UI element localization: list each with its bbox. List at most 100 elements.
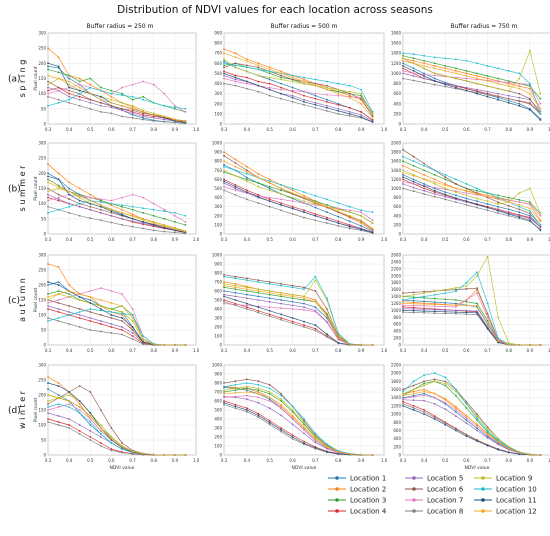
legend-item-location-12[interactable]: Location 12 bbox=[474, 508, 537, 516]
data-point-location-5 bbox=[433, 193, 436, 195]
data-point-location-3 bbox=[268, 392, 271, 395]
data-point-location-12 bbox=[184, 120, 187, 123]
data-point-location-5 bbox=[291, 304, 294, 307]
data-point-location-1 bbox=[268, 297, 271, 300]
legend-item-location-2[interactable]: Location 2 bbox=[328, 486, 386, 494]
y-tick-label: 50 bbox=[41, 328, 47, 333]
legend-item-location-6[interactable]: Location 6 bbox=[405, 486, 464, 494]
data-point-location-6 bbox=[234, 162, 237, 164]
data-point-location-3 bbox=[465, 407, 468, 409]
data-point-location-11 bbox=[486, 206, 489, 209]
data-point-location-3 bbox=[444, 384, 447, 387]
data-point-location-12 bbox=[518, 204, 521, 206]
data-point-location-12 bbox=[529, 344, 531, 346]
data-point-location-10 bbox=[423, 54, 425, 57]
data-point-location-5 bbox=[444, 309, 447, 311]
data-point-location-6 bbox=[68, 198, 70, 201]
data-point-location-12 bbox=[412, 62, 415, 65]
data-point-location-9 bbox=[246, 70, 248, 73]
data-point-location-12 bbox=[280, 403, 282, 406]
data-point-location-2 bbox=[121, 208, 123, 211]
legend-item-location-10[interactable]: Location 10 bbox=[474, 486, 537, 494]
legend-label: Location 5 bbox=[427, 475, 463, 483]
y-tick-label: 100 bbox=[38, 423, 46, 428]
data-point-location-6 bbox=[518, 208, 521, 211]
data-point-location-9 bbox=[518, 77, 521, 80]
data-point-location-7 bbox=[455, 409, 457, 411]
x-tick-label: 0.4 bbox=[244, 458, 251, 463]
data-point-location-10 bbox=[423, 295, 425, 298]
data-point-location-1 bbox=[303, 302, 305, 305]
data-point-location-2 bbox=[223, 281, 225, 283]
data-point-location-8 bbox=[131, 225, 134, 228]
data-point-location-1 bbox=[89, 299, 92, 301]
data-point-location-10 bbox=[68, 406, 70, 408]
series-line-location-8 bbox=[402, 188, 541, 230]
data-point-location-1 bbox=[455, 302, 457, 305]
data-point-location-11 bbox=[110, 210, 113, 213]
data-point-location-6 bbox=[444, 380, 447, 383]
data-point-location-12 bbox=[152, 343, 155, 346]
data-point-location-11 bbox=[337, 222, 340, 225]
data-point-location-7 bbox=[184, 111, 187, 113]
data-point-location-11 bbox=[337, 110, 340, 112]
data-point-location-11 bbox=[433, 80, 436, 82]
data-point-location-12 bbox=[246, 171, 248, 174]
data-point-location-5 bbox=[402, 183, 404, 185]
data-point-location-10 bbox=[402, 390, 404, 393]
data-point-location-11 bbox=[268, 421, 271, 424]
data-point-location-9 bbox=[507, 342, 510, 344]
data-point-location-8 bbox=[291, 100, 294, 103]
data-point-location-12 bbox=[291, 414, 294, 417]
legend-item-location-7[interactable]: Location 7 bbox=[405, 497, 463, 505]
legend-item-location-4[interactable]: Location 4 bbox=[328, 508, 387, 516]
legend-item-location-8[interactable]: Location 8 bbox=[405, 508, 463, 516]
data-point-location-4 bbox=[142, 114, 145, 116]
data-point-location-6 bbox=[142, 112, 145, 115]
data-point-location-3 bbox=[257, 291, 260, 294]
data-point-location-4 bbox=[78, 430, 81, 432]
x-tick-label: 0.6 bbox=[108, 237, 115, 242]
data-point-location-1 bbox=[423, 183, 425, 185]
data-point-location-7 bbox=[412, 304, 415, 307]
legend-item-location-1[interactable]: Location 1 bbox=[328, 475, 386, 483]
data-point-location-11 bbox=[371, 231, 374, 234]
data-point-location-6 bbox=[486, 312, 489, 315]
data-point-location-11 bbox=[280, 428, 282, 431]
data-point-location-10 bbox=[303, 76, 305, 79]
series-line-location-8 bbox=[47, 206, 186, 234]
data-point-location-11 bbox=[280, 313, 282, 316]
legend-item-location-3[interactable]: Location 3 bbox=[328, 497, 386, 505]
y-tick-label: 1000 bbox=[391, 412, 402, 417]
data-point-location-11 bbox=[455, 429, 457, 432]
data-point-location-11 bbox=[529, 219, 531, 222]
data-point-location-5 bbox=[412, 75, 415, 77]
data-point-location-3 bbox=[303, 299, 305, 301]
legend-item-location-11[interactable]: Location 11 bbox=[474, 497, 537, 505]
data-point-location-5 bbox=[89, 317, 92, 319]
x-tick-label: 0.8 bbox=[151, 458, 158, 463]
data-point-location-8 bbox=[223, 189, 225, 192]
y-tick-label: 0 bbox=[398, 453, 401, 458]
legend-item-location-9[interactable]: Location 9 bbox=[474, 475, 532, 483]
data-point-location-10 bbox=[131, 205, 134, 208]
data-point-location-8 bbox=[280, 97, 282, 100]
data-point-location-3 bbox=[100, 199, 102, 202]
data-point-location-7 bbox=[57, 89, 60, 92]
data-point-location-8 bbox=[433, 416, 436, 419]
data-point-location-10 bbox=[444, 376, 447, 379]
series-line-location-6 bbox=[47, 188, 186, 232]
data-point-location-9 bbox=[268, 290, 271, 292]
series-line-location-10 bbox=[402, 156, 541, 226]
data-point-location-10 bbox=[486, 192, 489, 195]
y-tick-label: 200 bbox=[393, 444, 401, 449]
series-line-location-6 bbox=[223, 62, 373, 117]
data-point-location-11 bbox=[507, 101, 510, 104]
data-point-location-8 bbox=[89, 107, 92, 110]
data-point-location-5 bbox=[402, 72, 404, 75]
data-point-location-12 bbox=[412, 302, 415, 305]
legend-item-location-5[interactable]: Location 5 bbox=[405, 475, 463, 483]
data-point-location-4 bbox=[100, 442, 102, 444]
data-point-location-10 bbox=[402, 52, 404, 55]
